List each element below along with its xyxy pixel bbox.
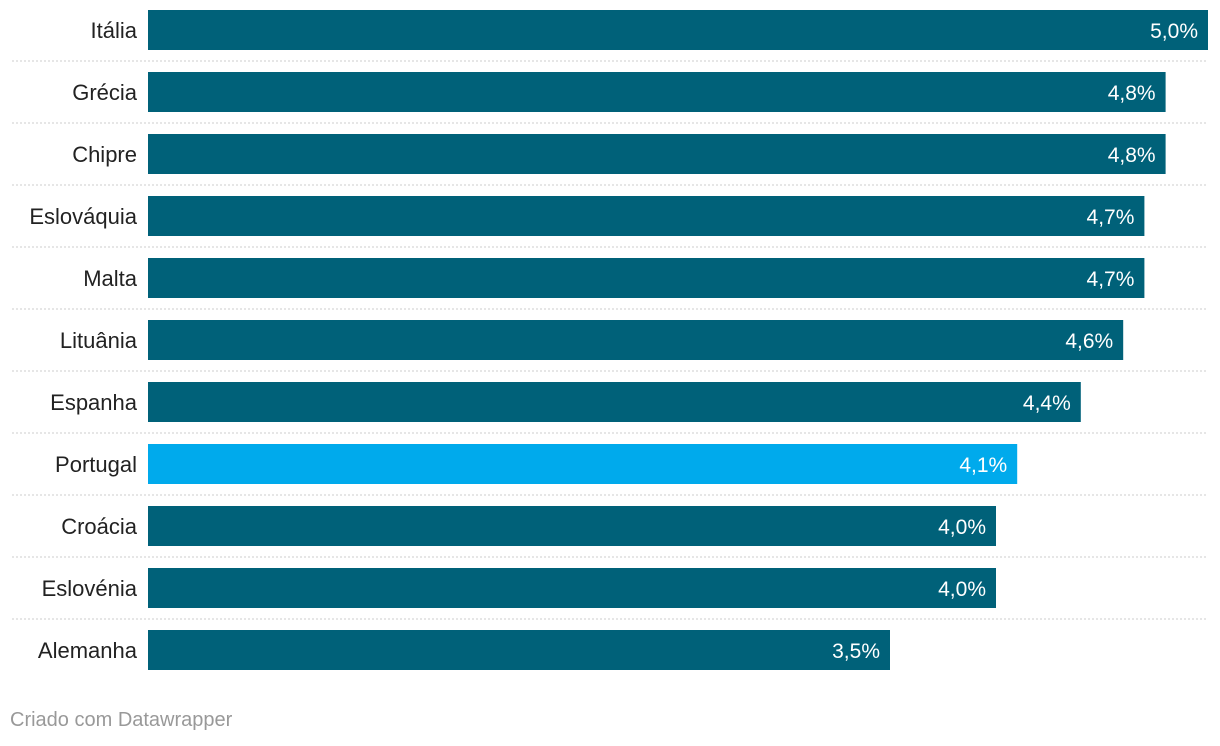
bar-1 (148, 72, 1166, 112)
category-label-1: Grécia (72, 80, 138, 105)
bar-8 (148, 506, 996, 546)
bar-5 (148, 320, 1124, 360)
bar-9 (148, 568, 996, 608)
value-label-10: 3,5% (832, 640, 880, 663)
value-label-6: 4,4% (1023, 392, 1071, 415)
category-label-2: Chipre (72, 142, 137, 167)
category-label-10: Alemanha (38, 638, 138, 663)
value-label-3: 4,7% (1087, 206, 1135, 229)
category-label-5: Lituânia (60, 328, 138, 353)
category-label-4: Malta (83, 266, 138, 291)
category-label-3: Eslováquia (29, 204, 137, 229)
credit-text: Criado com Datawrapper (10, 709, 233, 731)
bar-10 (148, 630, 890, 670)
value-label-2: 4,8% (1108, 144, 1156, 167)
bar-6 (148, 382, 1081, 422)
category-label-8: Croácia (61, 514, 138, 539)
category-label-0: Itália (91, 18, 138, 43)
bar-4 (148, 258, 1145, 298)
value-label-0: 5,0% (1150, 20, 1198, 43)
value-label-7: 4,1% (959, 454, 1007, 477)
value-label-9: 4,0% (938, 578, 986, 601)
bar-7 (148, 444, 1018, 484)
value-label-5: 4,6% (1065, 330, 1113, 353)
bar-3 (148, 196, 1145, 236)
value-label-8: 4,0% (938, 516, 986, 539)
bar-chart: Itália 5,0% Grécia 4,8% Chipre 4,8% Eslováquia… (12, 10, 1208, 670)
value-label-1: 4,8% (1108, 82, 1156, 105)
category-label-7: Portugal (55, 452, 137, 477)
bar-2 (148, 134, 1166, 174)
category-label-9: Eslovénia (42, 576, 138, 601)
category-label-6: Espanha (50, 390, 138, 415)
value-label-4: 4,7% (1087, 268, 1135, 291)
bar-0 (148, 10, 1208, 50)
